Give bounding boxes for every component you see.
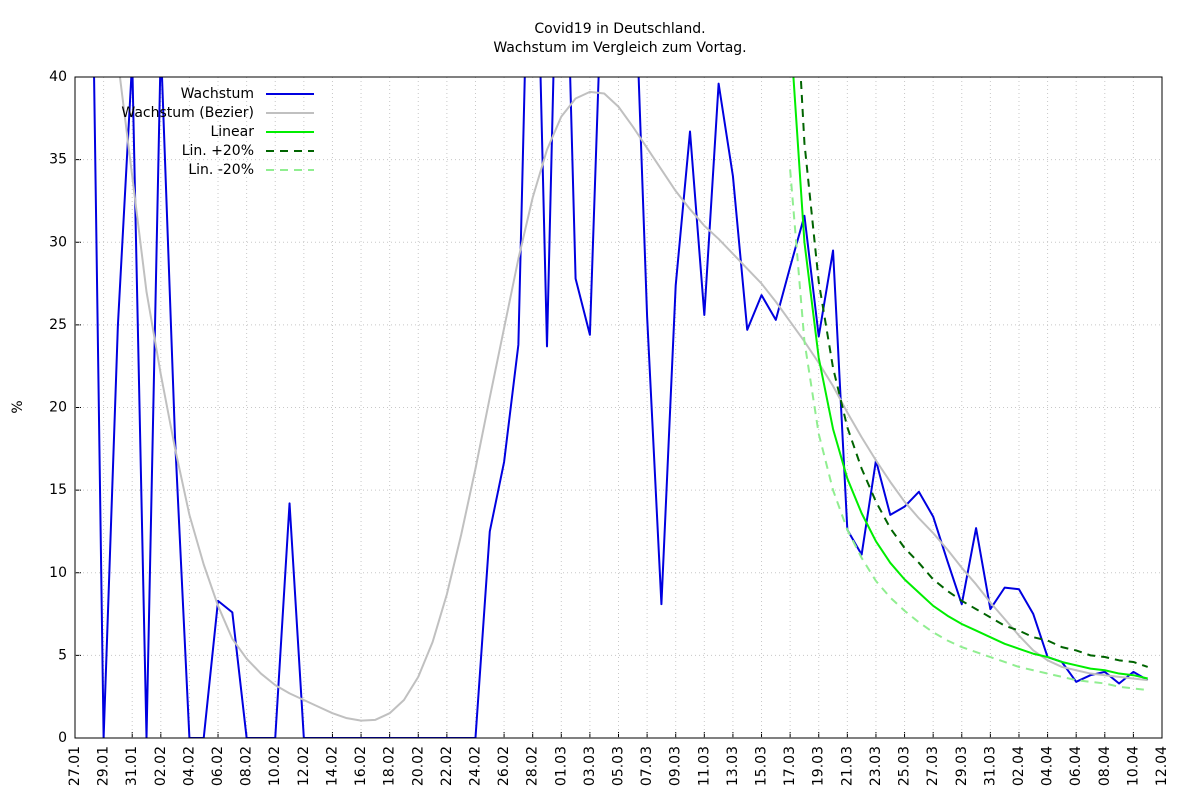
x-tick-label: 03.03 bbox=[582, 746, 598, 786]
legend-label: Lin. +20% bbox=[182, 143, 254, 159]
series-line bbox=[799, 77, 1149, 668]
plot-area bbox=[93, 77, 1149, 738]
x-tick-label: 02.02 bbox=[153, 746, 169, 786]
x-tick-label: 29.03 bbox=[954, 746, 970, 786]
x-tick-label: 15.03 bbox=[754, 746, 770, 786]
x-tick-label: 09.03 bbox=[668, 746, 684, 786]
x-tick-label: 26.02 bbox=[496, 746, 512, 786]
x-tick-label: 31.03 bbox=[982, 746, 998, 786]
y-tick-label: 40 bbox=[49, 69, 67, 85]
y-tick-label: 25 bbox=[49, 317, 67, 333]
x-tick-label: 10.04 bbox=[1125, 746, 1141, 786]
chart-subtitle: Wachstum im Vergleich zum Vortag. bbox=[493, 40, 746, 56]
series-line bbox=[93, 77, 1149, 738]
x-tick-label: 11.03 bbox=[696, 746, 712, 786]
series-line bbox=[789, 169, 1148, 692]
y-tick-label: 10 bbox=[49, 565, 67, 581]
x-tick-label: 31.01 bbox=[124, 746, 140, 786]
x-tick-label: 25.03 bbox=[897, 746, 913, 786]
x-tick-label: 10.02 bbox=[267, 746, 283, 786]
y-tick-label: 5 bbox=[58, 647, 67, 663]
plot-border bbox=[74, 76, 1163, 739]
x-tick-label: 28.02 bbox=[525, 746, 541, 786]
x-tick-label: 24.02 bbox=[467, 746, 483, 786]
legend: Wachstum Wachstum (Bezier) Linear Lin. +20%… bbox=[121, 86, 314, 178]
legend-label: Lin. -20% bbox=[188, 162, 254, 178]
legend-label: Wachstum bbox=[181, 86, 254, 102]
x-tick-label: 14.02 bbox=[324, 746, 340, 786]
y-axis-label: % bbox=[10, 400, 26, 413]
x-tick-label: 08.04 bbox=[1097, 746, 1113, 786]
x-tick-label: 01.03 bbox=[553, 746, 569, 786]
chart-title: Covid19 in Deutschland. bbox=[534, 21, 705, 37]
series-line bbox=[792, 77, 1148, 680]
y-tick-label: 0 bbox=[58, 730, 67, 746]
x-tick-label: 16.02 bbox=[353, 746, 369, 786]
x-tick-label: 07.03 bbox=[639, 746, 655, 786]
x-tick-label: 06.04 bbox=[1068, 746, 1084, 786]
x-tick-label: 12.02 bbox=[296, 746, 312, 786]
x-tick-label: 27.03 bbox=[925, 746, 941, 786]
x-tick-label: 20.02 bbox=[410, 746, 426, 786]
series-line bbox=[118, 77, 1148, 722]
x-tick-label: 04.04 bbox=[1040, 746, 1056, 786]
x-tick-label: 23.03 bbox=[868, 746, 884, 786]
x-tick-label: 18.02 bbox=[382, 746, 398, 786]
x-tick-label: 27.01 bbox=[67, 746, 83, 786]
x-tick-label: 05.03 bbox=[611, 746, 627, 786]
y-tick-label: 20 bbox=[49, 400, 67, 416]
x-tick-label: 02.04 bbox=[1011, 746, 1027, 786]
x-tick-label: 13.03 bbox=[725, 746, 741, 786]
x-tick-label: 04.02 bbox=[181, 746, 197, 786]
x-tick-label: 08.02 bbox=[239, 746, 255, 786]
x-tick-label: 17.03 bbox=[782, 746, 798, 786]
y-tick-label: 15 bbox=[49, 482, 67, 498]
x-tick-label: 22.02 bbox=[439, 746, 455, 786]
x-tick-label: 21.03 bbox=[839, 746, 855, 786]
legend-label: Linear bbox=[210, 124, 254, 140]
x-tick-label: 12.04 bbox=[1154, 746, 1170, 786]
legend-label: Wachstum (Bezier) bbox=[121, 105, 254, 121]
y-tick-label: 30 bbox=[49, 234, 67, 250]
x-tick-label: 06.02 bbox=[210, 746, 226, 786]
x-tick-label: 19.03 bbox=[811, 746, 827, 786]
x-tick-label: 29.01 bbox=[96, 746, 112, 786]
y-tick-label: 35 bbox=[49, 152, 67, 168]
